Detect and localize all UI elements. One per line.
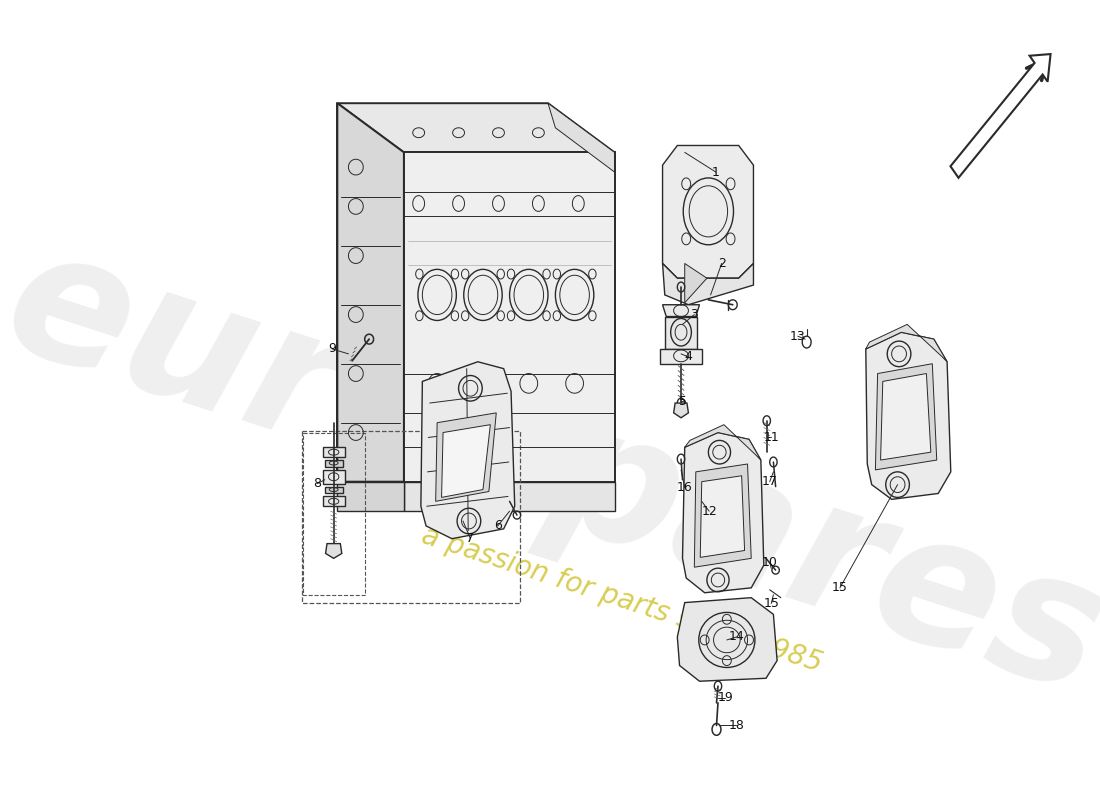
Text: 4: 4 [684, 350, 692, 363]
Bar [322, 497, 344, 506]
Polygon shape [673, 403, 689, 418]
Text: 11: 11 [763, 431, 779, 444]
Text: 1: 1 [712, 166, 719, 178]
Bar [302, 433, 365, 594]
Bar [322, 447, 344, 457]
Polygon shape [548, 103, 615, 172]
Text: 7: 7 [466, 532, 474, 545]
Polygon shape [326, 544, 342, 558]
Bar [301, 430, 520, 602]
Polygon shape [866, 324, 947, 362]
Text: 5: 5 [679, 394, 686, 407]
Polygon shape [701, 476, 745, 558]
Text: a passion for parts since 1985: a passion for parts since 1985 [418, 522, 826, 678]
Polygon shape [404, 152, 615, 482]
Polygon shape [441, 425, 491, 498]
Text: 16: 16 [676, 481, 693, 494]
Text: 15: 15 [832, 582, 848, 594]
Polygon shape [694, 464, 751, 567]
Polygon shape [881, 374, 931, 460]
Text: 15: 15 [763, 597, 779, 610]
Polygon shape [404, 482, 615, 511]
Text: 13: 13 [790, 330, 805, 342]
Polygon shape [866, 332, 950, 499]
Bar [324, 460, 342, 467]
Polygon shape [950, 54, 1050, 178]
Text: 10: 10 [762, 556, 778, 569]
Polygon shape [682, 433, 763, 593]
Bar [322, 470, 344, 484]
Polygon shape [662, 305, 700, 317]
Polygon shape [662, 263, 754, 305]
Text: 2: 2 [717, 257, 726, 270]
Polygon shape [338, 103, 615, 152]
Polygon shape [684, 425, 761, 460]
Text: eurospares: eurospares [0, 212, 1100, 732]
Text: 17: 17 [762, 475, 778, 488]
Text: 19: 19 [717, 691, 734, 705]
Polygon shape [660, 349, 702, 364]
Polygon shape [338, 103, 404, 482]
Text: 3: 3 [691, 308, 698, 321]
Polygon shape [684, 263, 707, 302]
Polygon shape [338, 482, 404, 511]
Polygon shape [436, 413, 496, 502]
Polygon shape [664, 317, 697, 349]
Text: 18: 18 [728, 719, 745, 732]
Bar [324, 486, 342, 494]
Polygon shape [662, 146, 754, 278]
Text: 9: 9 [328, 342, 337, 355]
Text: 8: 8 [314, 477, 321, 490]
Polygon shape [678, 598, 777, 682]
Text: 6: 6 [494, 519, 502, 533]
Text: 12: 12 [701, 505, 717, 518]
Polygon shape [876, 364, 937, 470]
Text: 14: 14 [728, 630, 745, 643]
Polygon shape [421, 362, 515, 538]
